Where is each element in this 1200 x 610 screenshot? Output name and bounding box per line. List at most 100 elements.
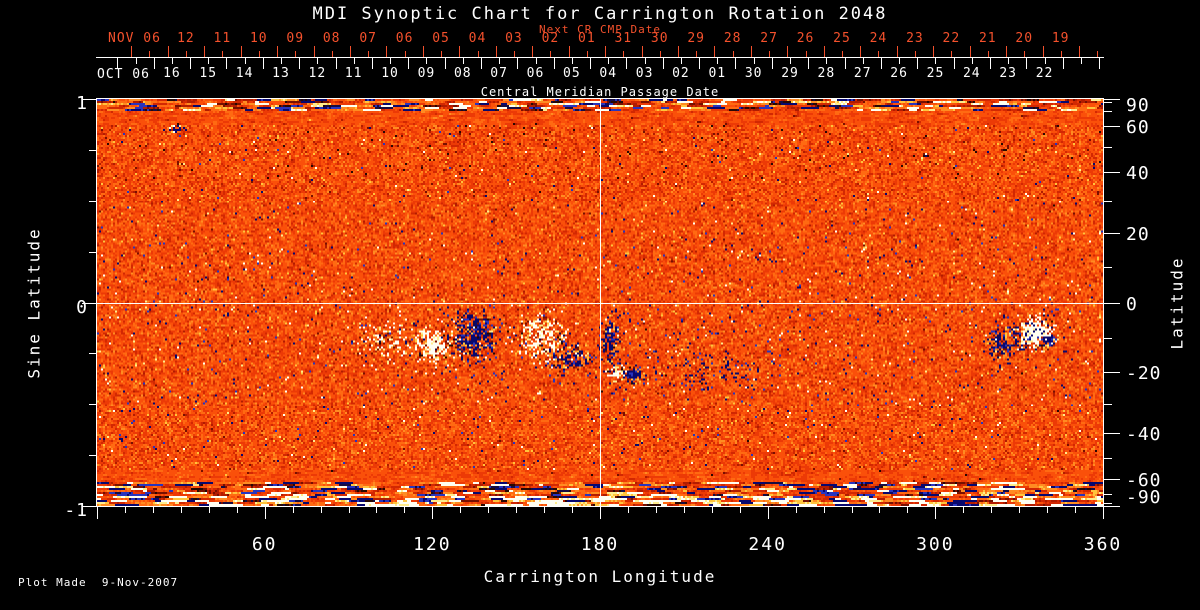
latitude-minor-tick [1104, 494, 1112, 495]
plot-made-label: Plot Made 9-Nov-2007 [18, 576, 179, 589]
next-cr-major-tick [970, 46, 971, 57]
longitude-tick [684, 507, 685, 513]
latitude-major-tick [1104, 433, 1120, 434]
cmp-major-tick [1099, 58, 1100, 69]
next-cr-major-tick [860, 46, 861, 57]
cmp-major-tick [445, 58, 446, 69]
latitude-minor-tick [1104, 267, 1112, 268]
latitude-minor-tick [1104, 111, 1112, 112]
meridian-180-gridline [600, 99, 601, 506]
latitude-major-tick [1104, 506, 1120, 507]
longitude-tick-label: 240 [748, 534, 787, 555]
longitude-tick [991, 507, 992, 513]
next-cr-minor-tick [222, 51, 223, 57]
next-cr-minor-tick [514, 51, 515, 57]
latitude-tick-label: -20 [1126, 363, 1162, 384]
latitude-tick-label: -40 [1126, 424, 1162, 445]
next-cr-major-tick [751, 46, 752, 57]
next-cr-minor-tick [186, 51, 187, 57]
next-cr-day-label: 04 [468, 31, 487, 46]
longitude-tick-label: 120 [413, 534, 452, 555]
latitude-minor-tick [1104, 404, 1112, 405]
cmp-day-label: 01 [708, 66, 727, 81]
latitude-major-tick [1104, 172, 1120, 173]
next-cr-minor-tick [368, 51, 369, 57]
next-cr-major-tick [897, 46, 898, 57]
latitude-major-tick [1104, 126, 1120, 127]
longitude-tick [237, 507, 238, 513]
longitude-tick [796, 507, 797, 513]
next-cr-day-label: 31 [614, 31, 633, 46]
cmp-minor-tick [899, 58, 900, 64]
longitude-tick [432, 507, 433, 519]
next-cr-major-tick [314, 46, 315, 57]
cmp-day-label: 24 [962, 66, 981, 81]
cmp-major-tick [735, 58, 736, 69]
next-cr-day-label: 12 [177, 31, 195, 46]
next-cr-day-label: 24 [869, 31, 888, 46]
cmp-day-label: 15 [199, 66, 218, 81]
cmp-day-label: 03 [635, 66, 654, 81]
cmp-major-tick [190, 58, 191, 69]
cmp-minor-tick [426, 58, 427, 64]
cmp-minor-tick [463, 58, 464, 64]
longitude-tick [209, 507, 210, 513]
cmp-day-label: 26 [890, 66, 908, 81]
cmp-minor-tick [572, 58, 573, 64]
cmp-major-tick [1063, 58, 1064, 69]
sine-latitude-tick [89, 404, 96, 405]
longitude-tick [572, 507, 573, 513]
next-cr-minor-tick [660, 51, 661, 57]
longitude-tick [125, 507, 126, 513]
next-cr-day-label: 10 [249, 31, 268, 46]
next-cr-minor-tick [587, 51, 588, 57]
longitude-tick [460, 507, 461, 513]
next-cr-day-label: 28 [723, 31, 742, 46]
next-cr-day-label: 01 [578, 31, 596, 46]
longitude-tick [656, 507, 657, 513]
latitude-tick-label: 0 [1126, 294, 1138, 315]
next-cr-major-tick [423, 46, 424, 57]
latitude-minor-tick [1104, 147, 1112, 148]
next-cr-day-label: 22 [942, 31, 961, 46]
cmp-month-label: OCT 06 [97, 67, 150, 82]
next-cr-minor-tick [332, 51, 333, 57]
next-cr-major-tick [168, 46, 169, 57]
longitude-tick [293, 507, 294, 513]
latitude-minor-tick [1104, 458, 1112, 459]
cmp-minor-tick [499, 58, 500, 64]
cmp-day-label: 05 [563, 66, 581, 81]
longitude-tick [1047, 507, 1048, 513]
longitude-tick [824, 507, 825, 513]
longitude-tick [907, 507, 908, 513]
longitude-tick-label: 300 [916, 534, 955, 555]
next-cr-major-tick [678, 46, 679, 57]
cmp-minor-tick [317, 58, 318, 64]
next-cr-minor-tick [733, 51, 734, 57]
cmp-major-tick [408, 58, 409, 69]
cmp-minor-tick [281, 58, 282, 64]
latitude-major-tick [1104, 99, 1120, 100]
longitude-tick [544, 507, 545, 513]
next-cr-minor-tick [1061, 51, 1062, 57]
cmp-major-tick [917, 58, 918, 69]
cmp-major-tick [263, 58, 264, 69]
longitude-tick [768, 507, 769, 519]
sine-latitude-tick [89, 150, 96, 151]
next-cr-major-tick [569, 46, 570, 57]
latitude-major-tick [1104, 372, 1120, 373]
next-cr-day-label: 26 [796, 31, 815, 46]
cmp-minor-tick [972, 58, 973, 64]
next-cr-minor-tick [441, 51, 442, 57]
next-cr-minor-tick [696, 51, 697, 57]
cmp-day-label: 23 [999, 66, 1017, 81]
cmp-major-tick [1026, 58, 1027, 69]
next-cr-day-label: 06 [395, 31, 414, 46]
next-cr-major-tick [241, 46, 242, 57]
longitude-tick [1103, 507, 1104, 519]
next-cr-minor-tick [842, 51, 843, 57]
cmp-day-label: 07 [490, 66, 508, 81]
cmp-day-label: 10 [381, 66, 399, 81]
cmp-major-tick [299, 58, 300, 69]
